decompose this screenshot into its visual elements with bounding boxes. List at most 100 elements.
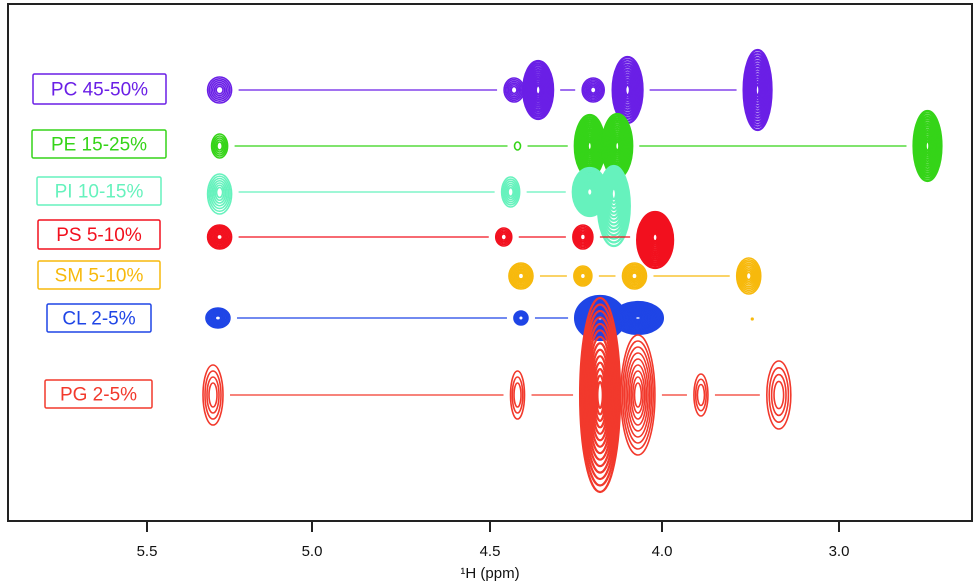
contour-ring (632, 376, 644, 414)
contour-ring (614, 140, 621, 152)
contour-ring (740, 264, 757, 288)
contour-ring (213, 230, 226, 244)
contour-ring (513, 267, 529, 285)
contour-ring (514, 269, 528, 283)
contour-ring (516, 313, 526, 323)
contour-ring (580, 303, 620, 487)
contour-ring (517, 272, 525, 280)
contour-ring (213, 137, 226, 155)
contour-ring (216, 141, 224, 151)
contour-ring (508, 262, 534, 290)
contour-ring (211, 81, 228, 99)
contour-ring (584, 185, 595, 199)
peak (508, 262, 534, 290)
contour-ring (502, 178, 520, 206)
contour-ring (213, 83, 226, 97)
x-tick-label: 3.0 (829, 543, 850, 560)
contour-ring (525, 66, 551, 114)
contour-ring (206, 376, 220, 414)
peak (494, 227, 513, 247)
contour-ring (206, 76, 233, 104)
peak (601, 112, 634, 180)
contour-ring (213, 313, 223, 323)
contour-ring (630, 370, 646, 420)
contour-ring (623, 81, 633, 99)
contour-ring (693, 373, 709, 417)
row-label: SM 5-10% (55, 266, 144, 287)
contour-ring (586, 140, 593, 152)
contour-ring (578, 270, 588, 282)
contour-ring (531, 77, 546, 103)
row-ps: PS 5-10% (37, 210, 675, 270)
contour-ring (576, 269, 589, 283)
contour-ring (513, 141, 522, 151)
contour-ring (575, 268, 591, 284)
contour-ring (508, 84, 520, 96)
peak (621, 262, 648, 290)
contour-ring (590, 355, 610, 435)
contour-ring (648, 227, 663, 249)
contour-ring (768, 366, 790, 423)
contour-ring (625, 266, 644, 286)
row-label-box (37, 219, 161, 250)
contour-ring (924, 140, 931, 152)
row-label-box (36, 176, 162, 206)
peak (620, 334, 656, 456)
contour-ring (586, 335, 614, 455)
contour-ring (581, 77, 606, 103)
contour-ring (507, 186, 515, 198)
contour-ring (211, 179, 228, 207)
contour-ring (739, 262, 758, 290)
peak (206, 76, 233, 104)
row-pc: PC 45-50% (32, 48, 773, 132)
contour-ring (208, 78, 231, 102)
contour-ring (506, 80, 523, 100)
contour-ring (210, 311, 226, 325)
contour-ring (514, 311, 528, 325)
contour-ring (209, 177, 230, 210)
contour-ring (532, 79, 544, 101)
peak (573, 265, 593, 287)
contour-ring (628, 269, 641, 283)
contour-ring (210, 79, 229, 101)
peak (693, 373, 709, 417)
contour-ring (696, 383, 706, 407)
contour-ring (616, 66, 640, 114)
contour-ring (494, 227, 513, 247)
contour-ring (526, 68, 550, 112)
contour-ring (644, 222, 666, 255)
contour-ring (582, 181, 598, 203)
contour-ring (207, 309, 229, 327)
contour-ring (214, 232, 225, 242)
contour-ring (582, 78, 604, 102)
contour-ring (498, 231, 509, 243)
peak (572, 224, 594, 250)
contour-ring (623, 346, 653, 444)
peak (503, 77, 525, 103)
contour-ring (206, 173, 233, 215)
contour-ring (637, 212, 674, 268)
contour-ring (639, 215, 671, 263)
contour-ring (527, 71, 549, 109)
contour-ring (513, 310, 529, 326)
row-label: PG 2-5% (60, 385, 137, 406)
contour-ring (596, 380, 604, 410)
contour-ring (517, 314, 525, 322)
contour-ring (523, 62, 554, 118)
peak (578, 296, 622, 494)
contour-ring (735, 257, 762, 295)
contour-ring (581, 309, 619, 481)
contour-ring (209, 226, 230, 248)
contour-ring (586, 187, 594, 197)
peak (766, 360, 792, 430)
contour-ring (627, 267, 642, 285)
contour-ring (206, 308, 230, 328)
contour-ring (646, 225, 664, 251)
contour-ring (572, 224, 594, 250)
contour-ring (589, 86, 597, 94)
contour-ring (633, 382, 643, 408)
contour-ring (617, 68, 638, 112)
contour-ring (509, 370, 526, 420)
contour-ring (210, 228, 229, 246)
x-axis: 5.5 5.0 4.5 4.0 3.0 (137, 521, 850, 560)
